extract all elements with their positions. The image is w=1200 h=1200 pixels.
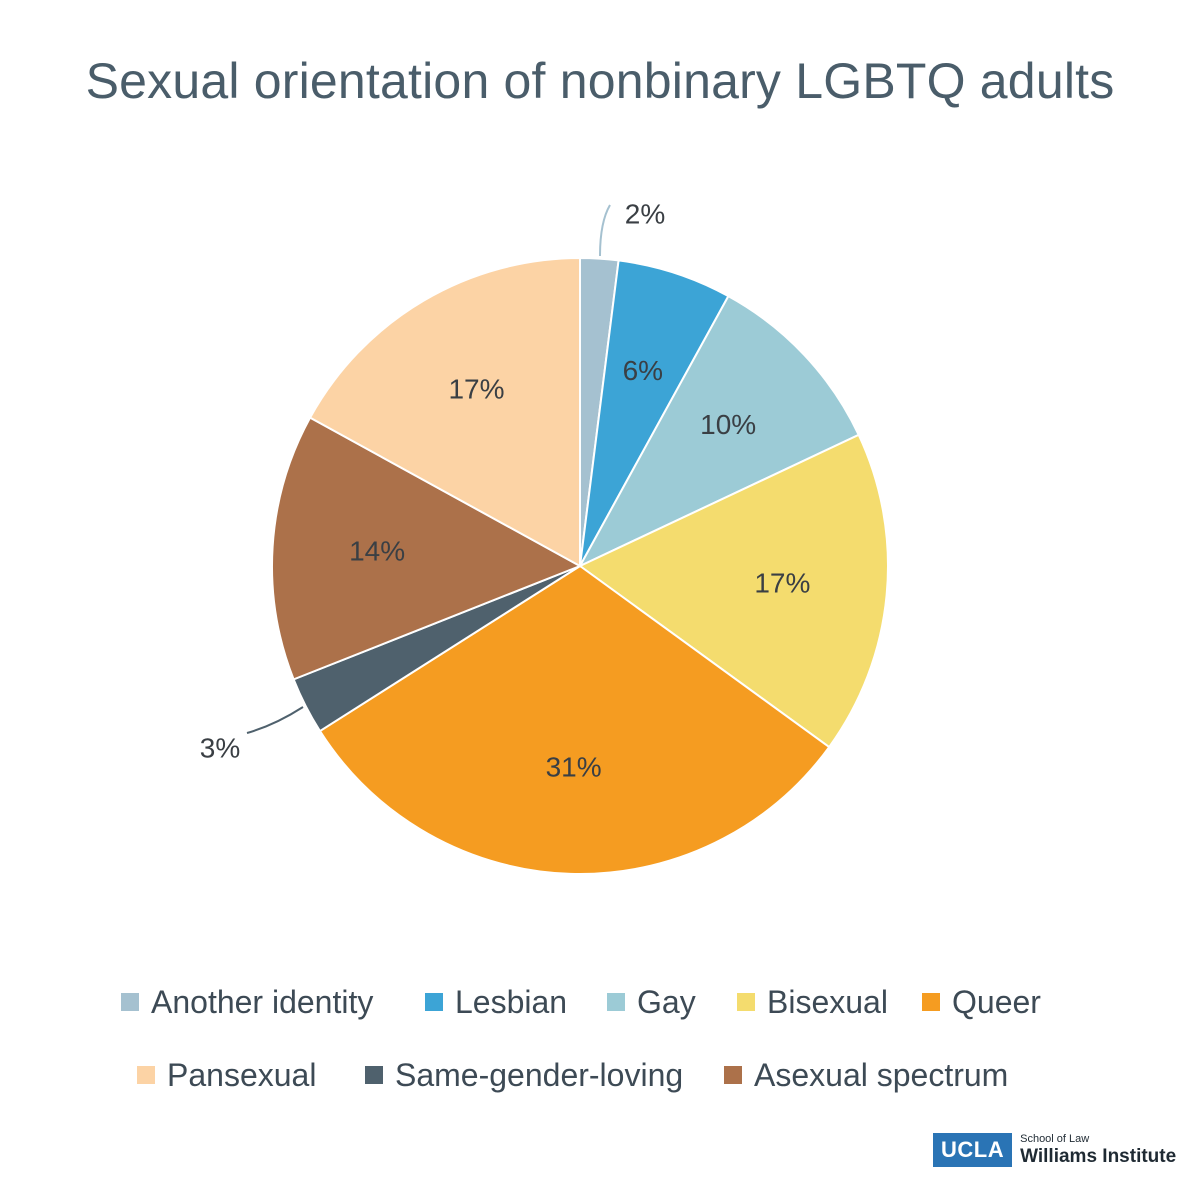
legend-swatch: [137, 1066, 155, 1084]
slice-label-asexual-spectrum: 14%: [349, 536, 405, 567]
legend-row-2: Pansexual Same-gender-loving Asexual spect…: [0, 1055, 1200, 1095]
leader-line-another-identity: [599, 204, 611, 257]
legend-label: Lesbian: [455, 983, 568, 1020]
pie-slice-gay: [577, 294, 861, 569]
legend-item-same-gender-loving: Same-gender-loving: [365, 1055, 683, 1095]
legend-swatch: [737, 993, 755, 1011]
legend-label: Gay: [637, 983, 696, 1020]
ucla-badge: UCLA: [933, 1133, 1013, 1167]
slice-label-queer: 31%: [546, 752, 602, 783]
legend-swatch: [365, 1066, 383, 1084]
legend-item-gay: Gay: [607, 982, 696, 1022]
slice-label-gay: 10%: [700, 409, 756, 440]
slice-label-same-gender-loving: 3%: [200, 732, 240, 763]
leader-line-same-gender-loving: [246, 706, 304, 734]
ucla-williams-institute-logo: UCLA School of Law Williams Institute: [933, 1133, 1176, 1167]
slice-label-pansexual: 17%: [448, 373, 504, 404]
legend-swatch: [121, 993, 139, 1011]
legend-item-asexual-spectrum: Asexual spectrum: [724, 1055, 1008, 1095]
legend-swatch: [425, 993, 443, 1011]
slice-label-lesbian: 6%: [623, 355, 663, 386]
slice-label-another-identity: 2%: [625, 198, 665, 229]
legend-label: Another identity: [151, 983, 374, 1020]
legend-row-1: Another identity Lesbian Gay Bisexual Queer: [0, 982, 1200, 1022]
slice-label-bisexual: 17%: [754, 568, 810, 599]
legend-item-queer: Queer: [922, 982, 1041, 1022]
legend-label: Same-gender-loving: [395, 1056, 684, 1093]
legend-item-pansexual: Pansexual: [137, 1055, 316, 1095]
pie-slice-pansexual: [308, 256, 581, 568]
legend-label: Pansexual: [167, 1056, 317, 1093]
legend-swatch: [724, 1066, 742, 1084]
chart-title: Sexual orientation of nonbinary LGBTQ ad…: [85, 53, 1115, 109]
legend-item-lesbian: Lesbian: [425, 982, 567, 1022]
legend-item-bisexual: Bisexual: [737, 982, 888, 1022]
legend-label: Queer: [952, 983, 1041, 1020]
pie-slice-asexual-spectrum: [271, 416, 583, 681]
legend-label: Bisexual: [767, 983, 888, 1020]
legend-label: Asexual spectrum: [754, 1056, 1009, 1093]
logo-school-of-law: School of Law: [1020, 1133, 1090, 1145]
legend-item-another-identity: Another identity: [121, 982, 373, 1022]
legend-swatch: [922, 993, 940, 1011]
pie-slice-queer: [318, 564, 831, 875]
pie-slice-bisexual: [578, 433, 889, 749]
logo-williams-institute: Williams Institute: [1020, 1146, 1177, 1167]
legend-swatch: [607, 993, 625, 1011]
